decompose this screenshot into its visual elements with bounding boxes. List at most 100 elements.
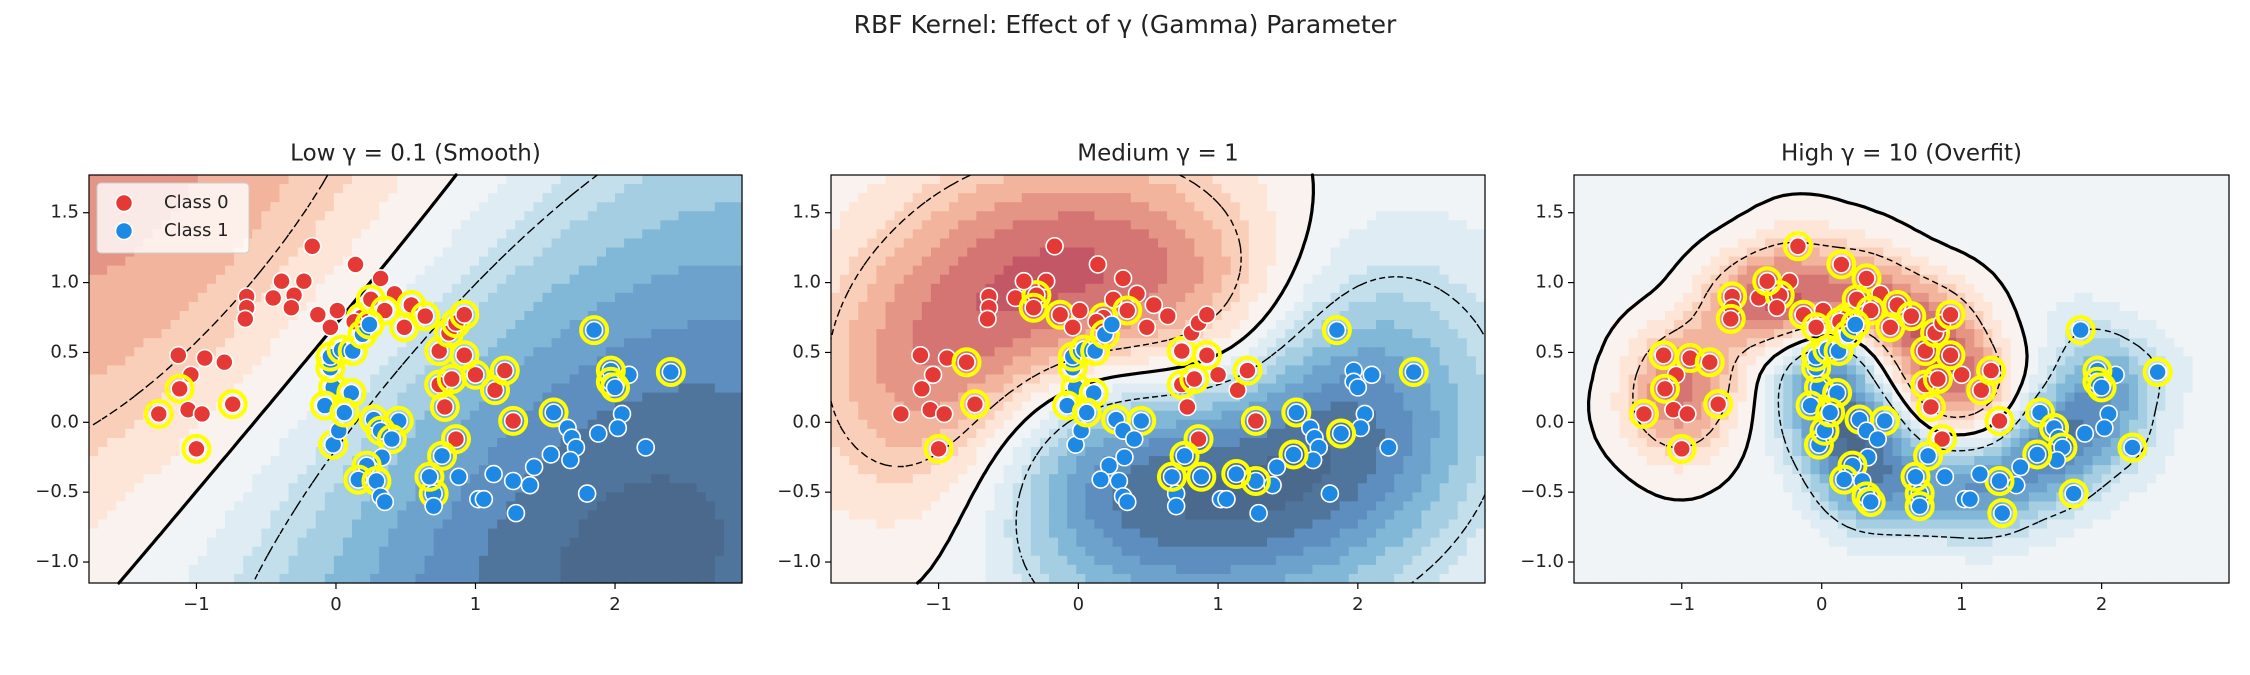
contour-cell xyxy=(642,311,652,321)
contour-cell xyxy=(678,193,689,203)
contour-cell xyxy=(858,329,868,339)
contour-cell xyxy=(225,301,235,312)
contour-cell xyxy=(876,193,887,203)
contour-cell xyxy=(1276,238,1286,249)
contour-cell xyxy=(615,247,625,258)
contour-cell xyxy=(215,555,226,566)
contour-cell xyxy=(849,283,859,294)
contour-cell xyxy=(243,528,253,539)
contour-cell xyxy=(1094,175,1105,185)
contour-cell xyxy=(315,410,326,421)
contour-cell xyxy=(134,374,145,385)
contour-cell xyxy=(958,256,968,267)
contour-cell xyxy=(858,211,868,221)
contour-cell xyxy=(243,383,253,394)
contour-cell xyxy=(352,519,362,530)
contour-cell xyxy=(497,211,507,221)
contour-cell xyxy=(1112,365,1123,376)
contour-cell xyxy=(1012,356,1023,366)
contour-cell xyxy=(885,320,896,330)
contour-cell xyxy=(587,265,598,276)
contour-cell xyxy=(858,265,868,276)
contour-cell xyxy=(524,329,535,339)
contour-cell xyxy=(488,320,498,330)
contour-cell xyxy=(615,447,625,457)
contour-cell xyxy=(876,184,887,194)
contour-cell xyxy=(297,419,308,430)
contour-cell xyxy=(651,573,661,584)
contour-cell xyxy=(1448,274,1459,285)
contour-cell xyxy=(705,347,716,357)
contour-cell xyxy=(578,528,589,539)
contour-cell xyxy=(1457,329,1468,339)
contour-cell xyxy=(161,401,172,412)
contour-cell xyxy=(433,510,444,521)
contour-cell xyxy=(678,555,689,566)
contour-cell xyxy=(1176,193,1186,203)
contour-cell xyxy=(1439,283,1450,294)
contour-cell xyxy=(1021,338,1032,348)
contour-cell xyxy=(125,356,135,366)
contour-cell xyxy=(1239,356,1250,366)
contour-cell xyxy=(1076,184,1086,194)
contour-cell xyxy=(669,465,680,475)
contour-cell xyxy=(342,365,353,376)
contour-cell xyxy=(170,392,181,403)
contour-cell xyxy=(651,483,661,493)
contour-cell xyxy=(714,338,725,348)
contour-cell xyxy=(324,175,335,185)
contour-cell xyxy=(188,356,199,366)
contour-cell xyxy=(442,193,453,203)
contour-cell xyxy=(279,573,290,584)
contour-cell xyxy=(161,175,172,185)
contour-cell xyxy=(143,555,154,566)
contour-cell xyxy=(98,428,108,439)
contour-cell xyxy=(352,437,362,448)
contour-cell xyxy=(143,311,154,321)
contour-cell xyxy=(460,247,471,258)
contour-cell xyxy=(1139,338,1150,348)
contour-cell xyxy=(678,229,689,240)
contour-cell xyxy=(1221,283,1232,294)
contour-cell xyxy=(460,238,471,249)
contour-cell xyxy=(578,510,589,521)
contour-cell xyxy=(1303,202,1314,212)
contour-cell xyxy=(542,301,553,312)
contour-cell xyxy=(379,392,389,403)
contour-cell xyxy=(406,546,417,557)
contour-cell xyxy=(288,555,299,566)
contour-cell xyxy=(569,211,580,221)
contour-cell xyxy=(1430,311,1441,321)
contour-cell xyxy=(1012,283,1023,294)
contour-cell xyxy=(1348,292,1359,303)
contour-cell xyxy=(297,220,308,230)
contour-cell xyxy=(1239,265,1250,276)
contour-cell xyxy=(89,447,99,457)
contour-cell xyxy=(669,483,680,493)
support-vector-ring xyxy=(143,398,174,429)
contour-cell xyxy=(197,428,208,439)
contour-cell xyxy=(107,301,117,312)
contour-cell xyxy=(252,347,262,357)
contour-cell xyxy=(488,483,498,493)
contour-cell xyxy=(678,410,689,421)
contour-cell xyxy=(89,564,99,575)
contour-cell xyxy=(161,501,172,512)
contour-cell xyxy=(524,356,535,366)
contour-cell xyxy=(1448,301,1459,312)
contour-cell xyxy=(379,238,389,249)
contour-cell xyxy=(1376,247,1386,258)
contour-cell xyxy=(1466,265,1477,276)
contour-cell xyxy=(1103,202,1114,212)
contour-cell xyxy=(1385,211,1395,221)
contour-cell xyxy=(125,483,135,493)
contour-cell xyxy=(143,573,154,584)
contour-cell xyxy=(1439,356,1450,366)
contour-cell xyxy=(912,311,923,321)
contour-cell xyxy=(98,483,108,493)
contour-cell xyxy=(107,392,117,403)
contour-cell xyxy=(1067,238,1077,249)
contour-cell xyxy=(288,392,299,403)
contour-cell xyxy=(669,338,680,348)
contour-cell xyxy=(1357,193,1368,203)
